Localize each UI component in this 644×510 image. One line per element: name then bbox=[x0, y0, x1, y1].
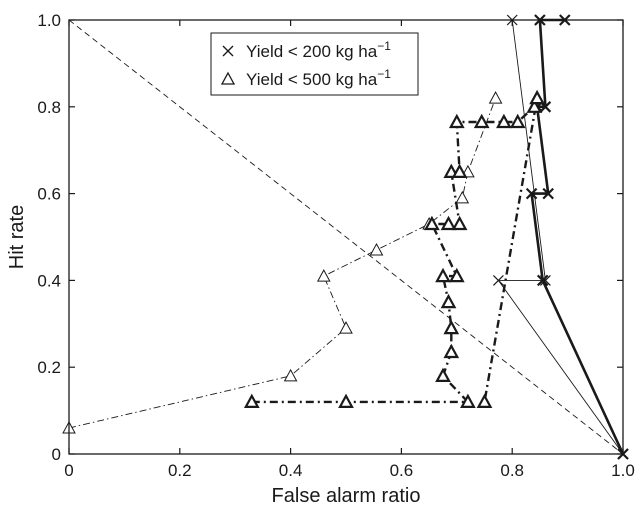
x-marker bbox=[542, 187, 554, 200]
y-tick-label: 0.8 bbox=[37, 98, 61, 117]
triangle-marker bbox=[283, 368, 298, 382]
triangle-marker bbox=[526, 98, 543, 113]
legend-label-yield-500: Yield < 500 kg ha−1 bbox=[246, 67, 391, 89]
legend: Yield < 200 kg ha−1 Yield < 500 kg ha−1 bbox=[210, 32, 419, 96]
triangle-marker bbox=[338, 393, 354, 408]
x-marker bbox=[525, 187, 538, 200]
y-tick-label: 0.6 bbox=[37, 185, 61, 204]
x-marker bbox=[536, 274, 549, 287]
x-tick-label: 0.8 bbox=[500, 461, 524, 480]
triangle-marker bbox=[509, 113, 526, 129]
triangle-marker bbox=[435, 267, 451, 283]
triangle-marker bbox=[455, 190, 470, 204]
triangle-marker bbox=[448, 267, 465, 283]
series-line-1 bbox=[497, 19, 624, 455]
triangle-marker bbox=[451, 163, 468, 178]
triangle-marker bbox=[243, 393, 260, 408]
series-line-2 bbox=[530, 18, 625, 455]
triangle-marker bbox=[451, 215, 468, 231]
reference-dashed-line bbox=[68, 19, 624, 455]
x-tick-label: 0.2 bbox=[168, 461, 192, 480]
tick-labels: 0 0.2 0.4 0.6 0.8 1.0 0 0.2 0.4 0.6 0.8 1.0 bbox=[37, 11, 634, 480]
triangle-marker bbox=[529, 89, 545, 105]
x-tick-label: 0.6 bbox=[390, 461, 414, 480]
legend-box bbox=[210, 32, 419, 96]
triangle-marker bbox=[440, 215, 457, 231]
x-marker bbox=[492, 274, 504, 286]
triangle-marker bbox=[473, 113, 490, 129]
x-marker bbox=[539, 274, 551, 286]
triangle-marker bbox=[369, 242, 384, 256]
y-tick-label: 0.2 bbox=[37, 358, 61, 377]
triangle-marker bbox=[448, 113, 465, 129]
x-tick-label: 1.0 bbox=[611, 461, 635, 480]
triangle-marker bbox=[488, 91, 503, 104]
legend-item-x-marker bbox=[222, 45, 234, 57]
legend-item-triangle-marker bbox=[220, 71, 236, 85]
y-tick-label: 0 bbox=[52, 445, 61, 464]
triangle-marker bbox=[435, 367, 451, 382]
triangle-marker bbox=[443, 343, 460, 359]
y-tick-label: 0.4 bbox=[37, 271, 61, 290]
triangle-marker bbox=[440, 293, 457, 309]
axis-ticks bbox=[68, 19, 624, 455]
series-line-4 bbox=[251, 96, 539, 404]
x-tick-label: 0 bbox=[64, 461, 73, 480]
legend-label-yield-200: Yield < 200 kg ha−1 bbox=[246, 39, 391, 61]
triangle-marker bbox=[460, 393, 476, 408]
triangle-marker bbox=[476, 393, 493, 408]
series-line-3 bbox=[68, 97, 497, 429]
triangle-marker bbox=[339, 321, 353, 334]
triangle-marker bbox=[316, 269, 331, 282]
triangle-marker bbox=[443, 319, 460, 335]
plot-frame bbox=[68, 19, 624, 455]
triangle-marker bbox=[424, 215, 440, 231]
x-axis-title: False alarm ratio bbox=[272, 485, 421, 507]
y-tick-label: 1.0 bbox=[37, 11, 61, 30]
x-tick-label: 0.4 bbox=[279, 461, 303, 480]
y-axis-title: Hit rate bbox=[6, 205, 28, 269]
triangle-marker bbox=[496, 113, 512, 129]
